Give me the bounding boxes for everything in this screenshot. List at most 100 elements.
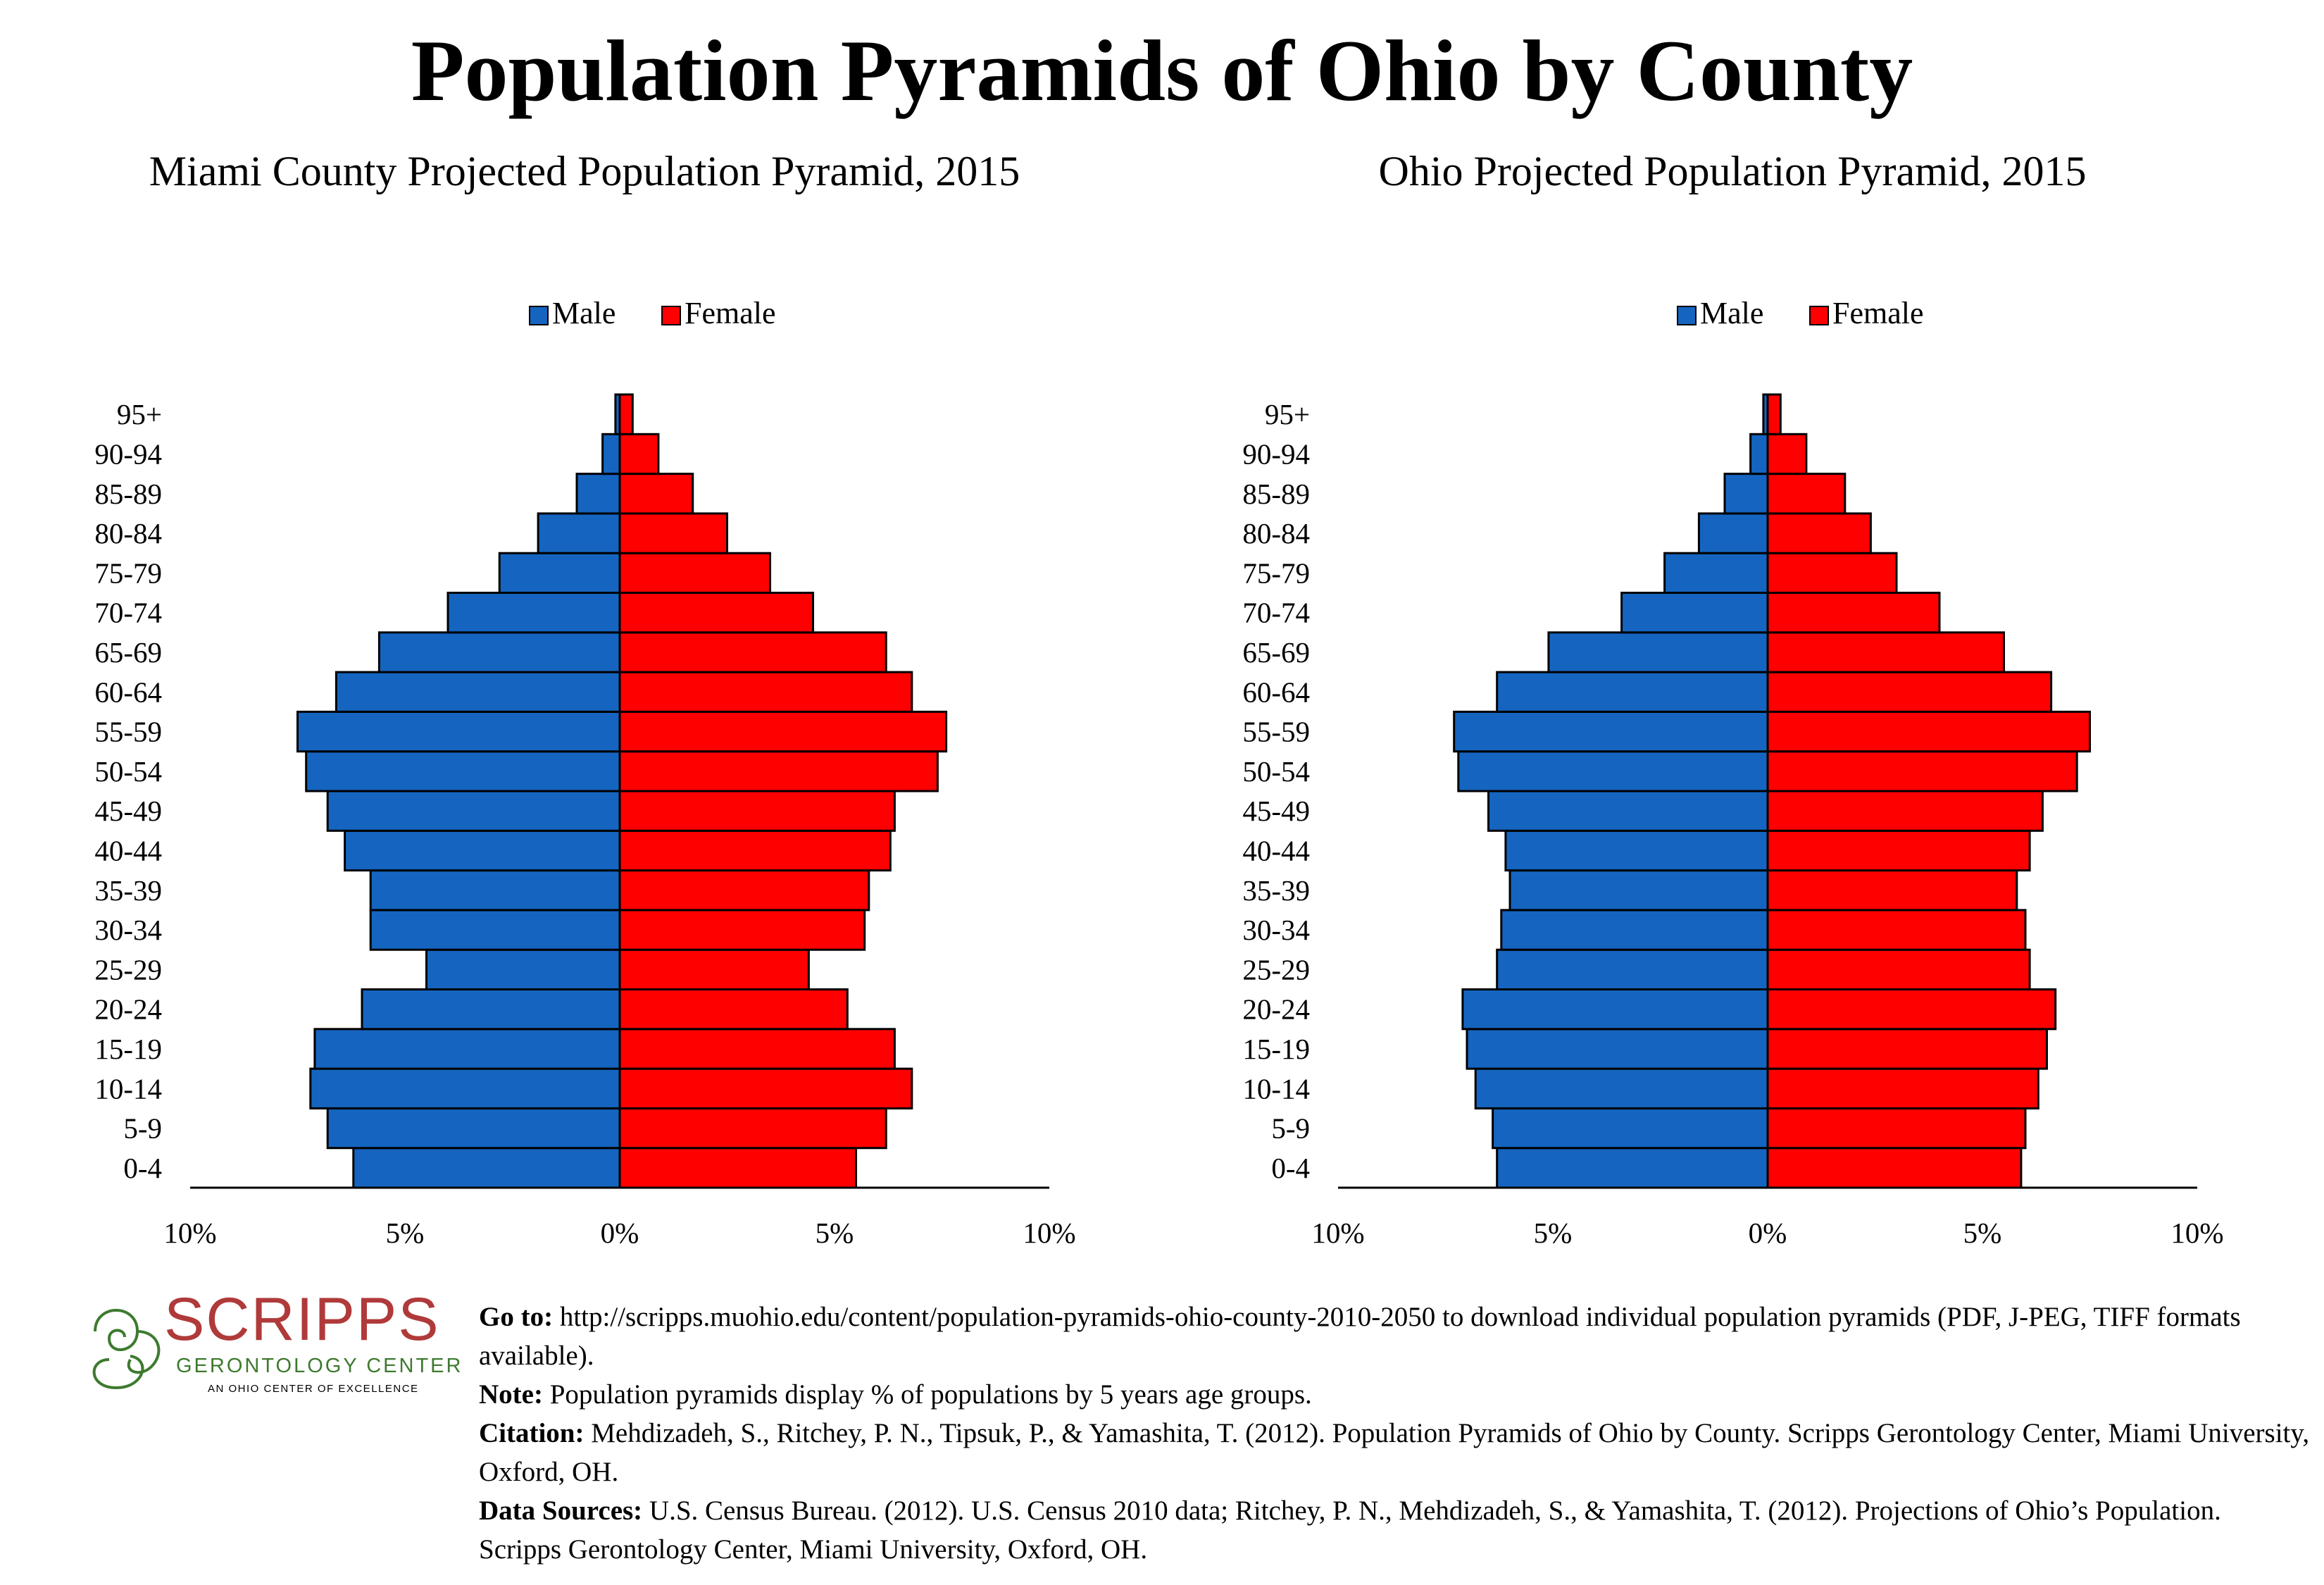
bar-male <box>1453 710 1769 753</box>
bar-female <box>618 790 896 832</box>
bar-female <box>618 512 728 554</box>
x-tick-label: 5% <box>1534 1217 1573 1249</box>
bar-male <box>1508 869 1769 912</box>
bar-male <box>1466 1028 1769 1070</box>
main-title: Population Pyramids of Ohio by County <box>411 23 1913 119</box>
x-tick-label: 0% <box>1749 1217 1787 1249</box>
bar-female <box>1766 869 2018 912</box>
age-label: 65-69 <box>1242 636 1310 669</box>
age-label: 60-64 <box>1242 676 1310 708</box>
age-label: 70-74 <box>1242 597 1310 629</box>
bar-male <box>305 750 621 792</box>
scripps-logo: SCRIPPS GERONTOLOGY CENTER AN OHIO CENTE… <box>81 1286 475 1402</box>
bar-male <box>1496 948 1769 990</box>
age-label: 15-19 <box>94 1033 162 1065</box>
bar-female <box>1766 909 2027 951</box>
bar-female <box>1766 552 1898 595</box>
age-label: 60-64 <box>94 676 162 708</box>
x-tick-label: 10% <box>2170 1217 2223 1249</box>
logo-subtitle: GERONTOLOGY CENTER <box>176 1355 463 1377</box>
age-label: 65-69 <box>94 636 162 669</box>
bar-female <box>618 552 771 595</box>
x-tick-label: 0% <box>601 1217 639 1249</box>
bar-male <box>1620 592 1769 634</box>
swirl-icon <box>92 1309 161 1390</box>
age-label: 50-54 <box>94 755 162 788</box>
bar-female <box>618 909 866 951</box>
bar-female <box>618 433 660 476</box>
age-label: 20-24 <box>1242 993 1310 1026</box>
bar-female <box>618 710 948 753</box>
footnote-goto: Go to: http://scripps.muohio.edu/content… <box>479 1298 2310 1375</box>
age-label: 45-49 <box>94 795 162 827</box>
age-label: 10-14 <box>1242 1072 1310 1105</box>
bar-male <box>335 671 621 713</box>
legend-swatch-female <box>661 306 681 325</box>
bar-male <box>1457 750 1769 792</box>
bar-female <box>618 988 849 1031</box>
age-label: 30-34 <box>1242 914 1310 946</box>
bar-female <box>1766 1107 2027 1150</box>
age-label: 15-19 <box>1242 1033 1310 1065</box>
bar-male <box>369 909 621 951</box>
legend-label-male: Male <box>1700 296 1763 330</box>
bar-female <box>1766 829 2031 872</box>
pyramid-svg-miami: Miami County Projected Population Pyrami… <box>94 151 1075 1249</box>
bar-male <box>369 869 621 912</box>
bar-male <box>1504 829 1769 872</box>
bar-male <box>1749 433 1769 476</box>
footnote-note: Note: Population pyramids display % of p… <box>479 1375 2310 1414</box>
bar-female <box>1766 671 2053 713</box>
legend: Male Female <box>529 296 776 330</box>
bar-male <box>296 710 621 753</box>
bar-female <box>618 631 887 673</box>
footnote-label: Citation: <box>479 1418 585 1448</box>
legend-swatch-female <box>1809 306 1829 325</box>
age-label: 0-4 <box>123 1152 162 1184</box>
age-label: 35-39 <box>1242 874 1310 907</box>
x-tick-label: 10% <box>1311 1217 1364 1249</box>
bar-male <box>313 1028 621 1070</box>
age-label: 35-39 <box>94 874 162 907</box>
bar-male <box>1500 909 1769 951</box>
bar-female <box>1766 1028 2048 1070</box>
age-label: 40-44 <box>1242 834 1310 866</box>
bar-female <box>618 1028 896 1070</box>
age-label: 20-24 <box>94 993 162 1026</box>
bar-male <box>352 1147 621 1189</box>
bar-female <box>1766 750 2078 792</box>
bar-male <box>1492 1107 1769 1150</box>
footnote-citation: Citation: Mehdizadeh, S., Ritchey, P. N.… <box>479 1414 2310 1491</box>
bar-female <box>618 671 913 713</box>
age-label: 5-9 <box>1271 1112 1310 1145</box>
bar-female <box>1766 473 1847 515</box>
bar-male <box>537 512 621 554</box>
bar-male <box>377 631 621 673</box>
bar-male <box>309 1067 621 1110</box>
age-label: 5-9 <box>123 1112 162 1145</box>
footnote-data-sources: Data Sources: U.S. Census Bureau. (2012)… <box>479 1491 2310 1569</box>
bar-female <box>618 473 694 515</box>
x-tick-label: 10% <box>163 1217 216 1249</box>
bar-female <box>1766 592 1941 634</box>
x-tick-label: 5% <box>816 1217 854 1249</box>
bar-female <box>618 869 870 912</box>
footnote-label: Data Sources: <box>479 1496 643 1526</box>
bar-female <box>1766 1067 2039 1110</box>
bar-male <box>1496 671 1769 713</box>
bar-male <box>575 473 621 515</box>
bar-female <box>618 1107 887 1150</box>
bar-male <box>1487 790 1769 832</box>
legend-label-female: Female <box>1832 296 1924 330</box>
age-label: 80-84 <box>94 517 162 549</box>
age-label: 95+ <box>117 398 162 430</box>
age-label: 75-79 <box>94 557 162 589</box>
bar-male <box>361 988 621 1031</box>
bar-female <box>1766 393 1782 435</box>
legend-label-female: Female <box>685 296 776 330</box>
age-label: 0-4 <box>1271 1152 1310 1184</box>
bar-female <box>1766 631 2005 673</box>
footnote-text: U.S. Census Bureau. (2012). U.S. Census … <box>479 1496 2221 1565</box>
bar-male <box>1474 1067 1769 1110</box>
bar-female <box>618 393 634 435</box>
